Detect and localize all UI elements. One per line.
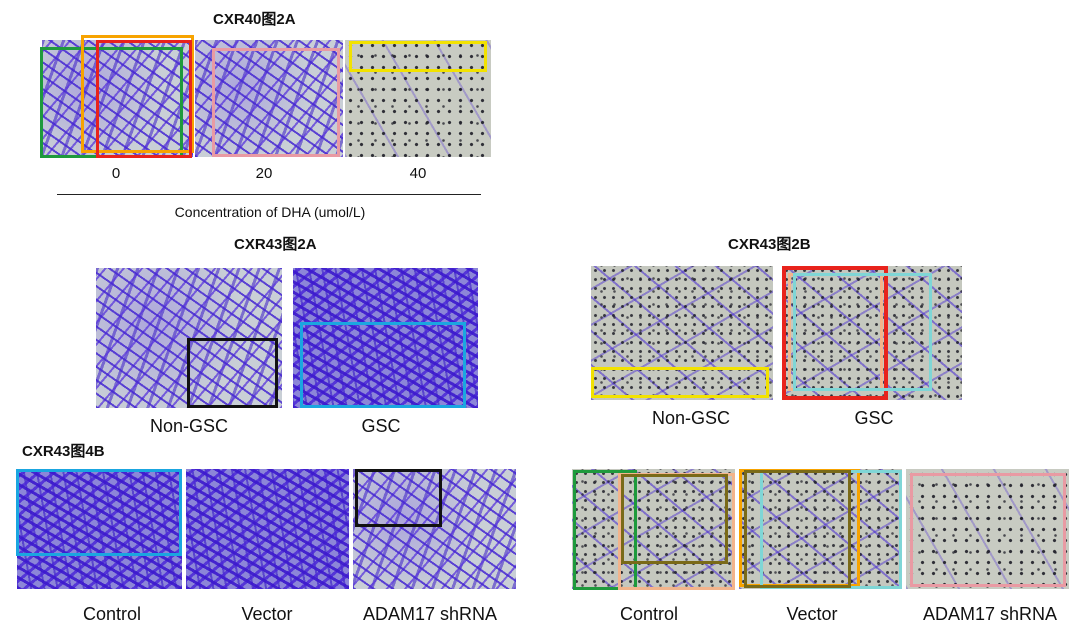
micrograph-dha-40	[345, 40, 491, 157]
highlight-box-light-blue-4b	[16, 469, 182, 556]
dha-axis-label: Concentration of DHA (umol/L)	[174, 204, 366, 220]
highlight-box-black	[187, 338, 278, 408]
highlight-box-red-2b	[782, 266, 888, 400]
highlight-box-cyan-2b	[793, 273, 932, 391]
highlight-box-red	[96, 40, 192, 158]
micrograph-dha-20	[195, 40, 343, 157]
highlight-box-light-blue	[300, 322, 466, 408]
label-non-gsc-2b: Non-GSC	[651, 408, 731, 428]
panel-title-cxr43-2a: CXR43图2A	[234, 236, 317, 253]
highlight-box-yellow	[349, 41, 487, 72]
panel-title-cxr43-2b: CXR43图2B	[728, 236, 811, 253]
micrograph-control-left	[17, 469, 182, 589]
label-non-gsc-2a: Non-GSC	[149, 416, 229, 436]
highlight-box-green-4b	[573, 470, 637, 590]
label-adam17-left: ADAM17 shRNA	[362, 604, 498, 624]
highlight-box-olive-4b-right	[744, 470, 851, 588]
panel-title-cxr43-4b: CXR43图4B	[22, 443, 105, 460]
highlight-box-yellow-2b	[591, 367, 769, 398]
dha-axis-line	[57, 194, 481, 195]
label-vector-left: Vector	[241, 604, 293, 624]
panel-title-cxr40-2a: CXR40图2A	[213, 11, 296, 28]
micrograph-gsc	[293, 268, 478, 408]
dha-tick-40: 40	[409, 165, 427, 182]
label-control-left: Control	[82, 604, 142, 624]
label-gsc-2a: GSC	[361, 416, 401, 436]
micrograph-adam17-left	[353, 469, 516, 589]
micrograph-gsc-2b	[782, 266, 962, 400]
label-vector-right: Vector	[786, 604, 838, 624]
highlight-box-pink-4b	[910, 473, 1066, 587]
label-adam17-right: ADAM17 shRNA	[922, 604, 1058, 624]
micrograph-dha-0	[42, 40, 193, 157]
highlight-box-black-4b	[355, 469, 442, 527]
dha-tick-0: 0	[111, 165, 121, 182]
micrograph-adam17-right	[906, 469, 1069, 589]
micrograph-vector-left	[186, 469, 349, 589]
micrograph-non-gsc-2b	[591, 266, 773, 400]
micrograph-vector-right	[739, 469, 902, 589]
micrograph-control-right	[572, 469, 735, 589]
dha-tick-20: 20	[255, 165, 273, 182]
label-gsc-2b: GSC	[854, 408, 894, 428]
highlight-box-orange	[81, 35, 194, 153]
label-control-right: Control	[619, 604, 679, 624]
highlight-box-pink	[212, 48, 340, 157]
highlight-box-olive-4b-left	[621, 474, 728, 564]
